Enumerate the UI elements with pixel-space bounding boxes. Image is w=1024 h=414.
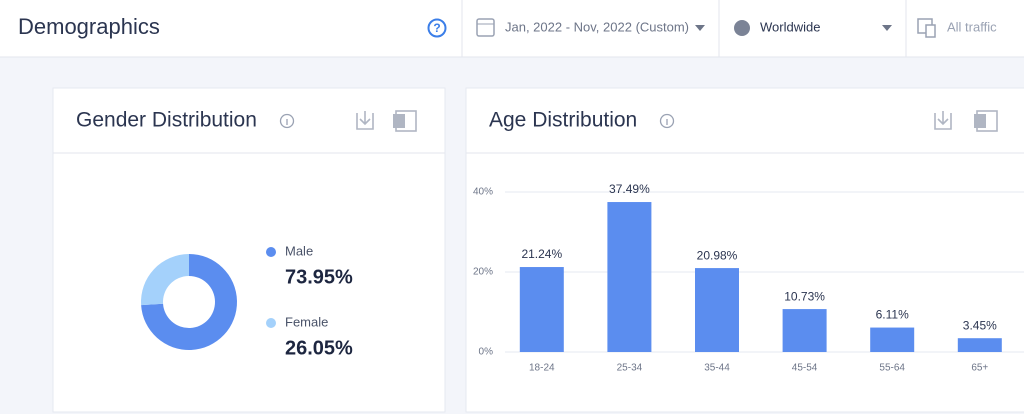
info-icon[interactable] xyxy=(659,113,675,129)
excel-button[interactable] xyxy=(393,110,417,132)
value-label: 10.73% xyxy=(784,289,825,303)
x-tick-label: 25-34 xyxy=(617,363,643,374)
legend-value: 26.05% xyxy=(285,337,353,359)
value-label: 20.98% xyxy=(697,248,738,262)
value-label: 3.45% xyxy=(963,318,997,332)
donut-slice xyxy=(141,254,237,351)
excel-button[interactable] xyxy=(974,110,998,132)
bar xyxy=(607,202,652,352)
x-tick-label: 55-64 xyxy=(879,363,905,374)
bar xyxy=(957,338,1002,352)
top-bar xyxy=(0,0,1024,57)
card-title: Age Distribution xyxy=(489,109,637,132)
page-title: Demographics xyxy=(18,14,160,39)
bar xyxy=(695,268,739,352)
traffic: All traffic xyxy=(947,19,997,34)
legend-label: Female xyxy=(285,314,328,329)
card xyxy=(52,87,446,413)
legend-label: Male xyxy=(285,243,313,258)
download-button[interactable] xyxy=(934,111,952,130)
y-tick-label: 40% xyxy=(473,187,493,198)
bar xyxy=(870,327,915,352)
legend-dot xyxy=(266,247,276,257)
traffic-picker[interactable]: All traffic xyxy=(917,18,997,38)
info-icon[interactable] xyxy=(279,113,295,129)
region: Worldwide xyxy=(760,19,820,34)
value-label: 6.11% xyxy=(876,308,909,322)
legend-value: 73.95% xyxy=(285,266,353,288)
x-tick-label: 18-24 xyxy=(529,363,555,374)
date-range: Jan, 2022 - Nov, 2022 (Custom) xyxy=(505,19,689,34)
download-button[interactable] xyxy=(356,111,374,130)
help-icon[interactable]: ? xyxy=(427,18,447,38)
donut-slice xyxy=(140,254,189,306)
y-tick-label: 20% xyxy=(473,267,493,278)
x-tick-label: 65+ xyxy=(971,363,988,374)
bar xyxy=(519,267,564,352)
region-picker[interactable]: Worldwide xyxy=(734,19,892,36)
svg-text:?: ? xyxy=(433,21,440,35)
date-picker[interactable]: Jan, 2022 - Nov, 2022 (Custom) xyxy=(476,18,705,37)
value-label: 21.24% xyxy=(521,247,562,261)
y-tick-label: 0% xyxy=(479,347,494,358)
x-tick-label: 35-44 xyxy=(704,363,730,374)
card-title: Gender Distribution xyxy=(76,109,257,132)
value-label: 37.49% xyxy=(609,182,650,196)
card xyxy=(465,87,1024,413)
legend-dot xyxy=(266,318,276,328)
x-tick-label: 45-54 xyxy=(792,363,818,374)
bar xyxy=(782,309,827,352)
